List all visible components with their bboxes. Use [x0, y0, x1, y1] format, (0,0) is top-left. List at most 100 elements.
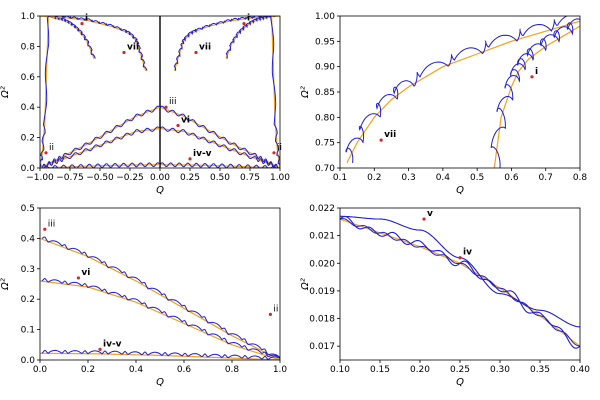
x-tick-label: 0.50 — [210, 173, 230, 183]
x-tick-label: 0.10 — [330, 365, 350, 375]
y-tick-label: 0.0 — [21, 356, 36, 366]
annotation-iv: iv — [463, 248, 472, 258]
y-tick-label: 0.0 — [21, 164, 36, 174]
y-tick-label: 0.75 — [315, 139, 335, 149]
x-tick-label: 0.20 — [410, 365, 430, 375]
series-i-blue — [490, 18, 580, 168]
y-tick-label: 0.90 — [315, 63, 335, 73]
y-axis-label: Ω² — [0, 278, 11, 291]
y-tick-label: 0.6 — [21, 73, 36, 83]
x-tick-label: −0.75 — [56, 173, 84, 183]
y-tick-label: 0.1 — [21, 326, 35, 336]
plot-area — [40, 16, 280, 168]
axes-frame — [39, 207, 281, 361]
series-vi-blue-mirror — [40, 126, 161, 168]
y-axis-label: Ω² — [0, 86, 11, 99]
x-tick-label: 0.5 — [470, 173, 484, 183]
marker-ii — [272, 151, 276, 155]
y-axis-label: Ω² — [300, 86, 311, 99]
series-fit-orange — [340, 218, 580, 347]
annotation-vi: vi — [81, 268, 90, 278]
marker-ii — [44, 151, 48, 155]
plot-area — [40, 227, 280, 360]
x-tick-label: 1.0 — [273, 365, 288, 375]
annotation-iii: iii — [169, 97, 177, 107]
y-tick-label: 0.019 — [309, 287, 335, 297]
series-i-blue — [225, 16, 280, 166]
series-iv-v-blue — [159, 162, 280, 168]
series-vi-blue — [41, 277, 280, 359]
panel-top-left: −1.00 −0.75 −0.50 −0.25 0.00 0.25 0.50 0.75 1.00… — [0, 12, 290, 196]
y-tick-label: 0.020 — [309, 259, 335, 269]
annotation-i: i — [85, 14, 88, 24]
y-tick-label: 0.85 — [315, 88, 335, 98]
x-tick-label: 0.6 — [177, 365, 192, 375]
series-fit-blue — [340, 218, 580, 347]
panel-bottom-left: 0.0 0.2 0.4 0.6 0.8 1.0 0.0 0.1 0.2 0.3 0.4 0.5 Q Ω² i… — [0, 204, 287, 388]
series-i-blue-mirror — [40, 16, 96, 168]
x-tick-label: 0.25 — [450, 365, 470, 375]
y-tick-label: 0.022 — [309, 204, 335, 214]
series-vii-orange — [346, 20, 580, 164]
marker-i — [80, 22, 84, 26]
x-tick-label: −0.25 — [116, 173, 144, 183]
y-tick-label: 0.5 — [21, 204, 35, 214]
x-tick-label: 0.40 — [570, 365, 590, 375]
x-tick-label: 0.25 — [180, 173, 200, 183]
marker-iv-v — [98, 347, 102, 351]
marker-vii — [379, 138, 383, 142]
plot-area — [345, 16, 580, 168]
y-axis-label: Ω² — [300, 278, 311, 291]
annotation-vii: vii — [127, 42, 139, 52]
annotation-vi: vi — [181, 115, 190, 125]
annotation-ii: ii — [49, 143, 54, 153]
x-axis-label: Q — [456, 377, 464, 388]
marker-ii — [268, 312, 272, 316]
marker-i — [530, 75, 534, 79]
x-tick-label: 0.2 — [367, 173, 381, 183]
series-iii-blue — [41, 236, 280, 359]
y-tick-label: 0.70 — [315, 164, 335, 174]
y-tick-label: 0.4 — [21, 103, 36, 113]
annotation-iv-v: iv-v — [193, 149, 212, 159]
marker-iv — [458, 256, 462, 260]
marker-v — [422, 217, 426, 221]
x-tick-label: 0.35 — [530, 365, 550, 375]
y-tick-label: 0.80 — [315, 113, 335, 123]
series-iv-v-orange — [40, 352, 280, 360]
x-tick-label: 0.4 — [129, 365, 144, 375]
x-tick-label: −0.50 — [86, 173, 114, 183]
annotation-v: v — [427, 209, 433, 219]
marker-vii — [122, 50, 126, 55]
y-tick-label: 0.021 — [309, 232, 335, 242]
x-tick-label: 0.6 — [504, 173, 519, 183]
y-tick-label: 0.018 — [309, 315, 335, 325]
x-axis-label: Q — [456, 185, 464, 196]
series-vii-orange — [173, 16, 280, 71]
y-tick-label: 0.95 — [315, 37, 335, 47]
series-iv-v-blue-mirror — [40, 162, 161, 168]
annotation-ii: ii — [277, 143, 282, 153]
annotation-i: i — [247, 14, 250, 24]
series-iv-v-blue — [41, 349, 280, 360]
panel-top-right: 0.1 0.2 0.3 0.4 0.5 0.6 0.7 0.8 0.70 0.75 0.80 0.85… — [300, 12, 587, 196]
x-tick-label: 0.15 — [370, 365, 390, 375]
marker-vi — [76, 276, 80, 280]
x-tick-label: 0.30 — [490, 365, 510, 375]
x-axis-label: Q — [156, 185, 164, 196]
y-tick-label: 0.2 — [21, 134, 35, 144]
y-tick-label: 0.4 — [21, 234, 36, 244]
y-tick-label: 0.2 — [21, 295, 35, 305]
x-tick-label: 0.4 — [436, 173, 451, 183]
series-iii-orange — [40, 237, 280, 360]
x-tick-label: 0.8 — [573, 173, 588, 183]
x-tick-label: 0.1 — [333, 173, 347, 183]
x-axis-label: Q — [156, 377, 164, 388]
series-iii-blue — [159, 105, 280, 168]
marker-iv-v — [188, 157, 192, 161]
annotation-vii: vii — [384, 130, 396, 140]
annotation-iv-v: iv-v — [103, 339, 122, 349]
series-i-orange — [493, 25, 580, 168]
y-tick-label: 0.3 — [21, 265, 35, 275]
